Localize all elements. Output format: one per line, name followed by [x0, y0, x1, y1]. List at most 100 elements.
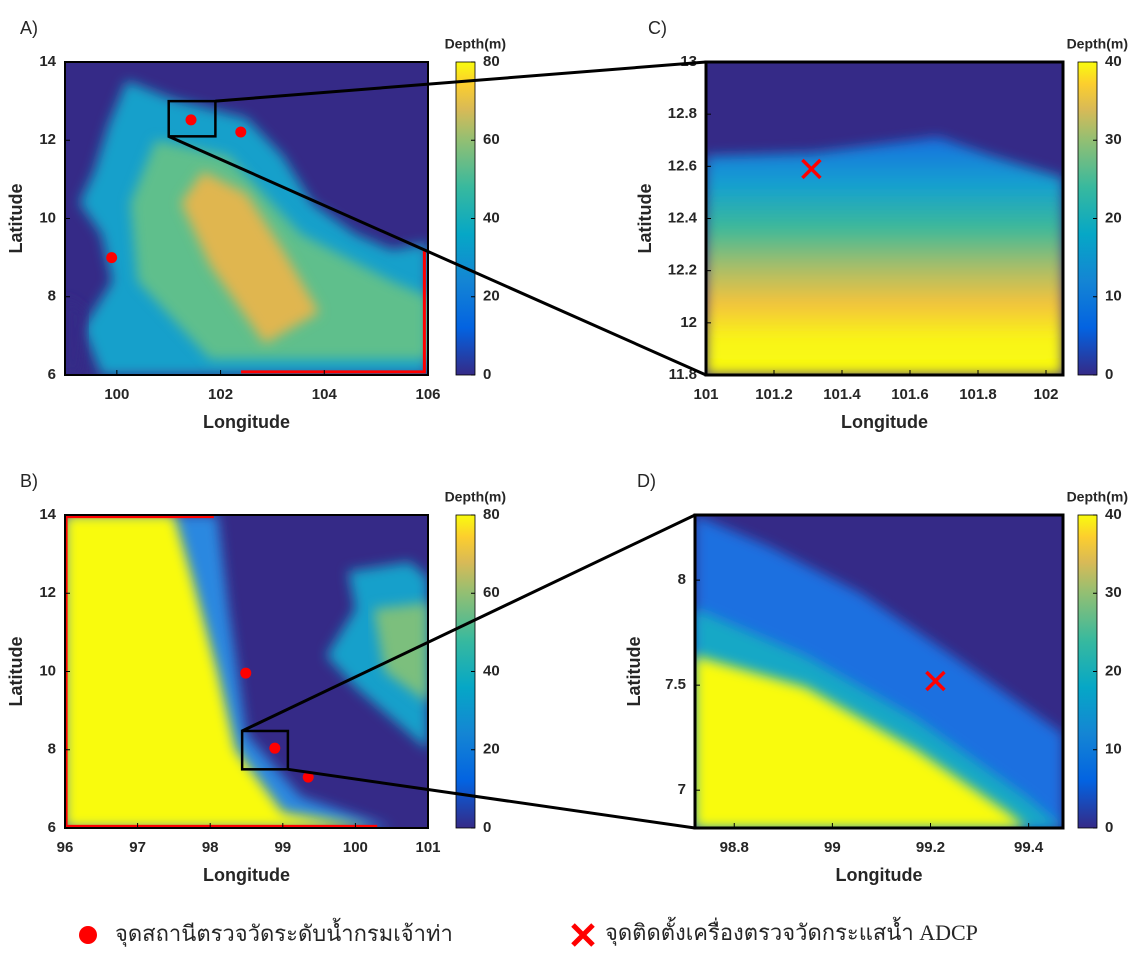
y-axis-label: Latitude — [6, 637, 26, 707]
y-tick-label: 10 — [39, 209, 56, 226]
legend-dot — [79, 926, 97, 944]
y-tick-label: 7.5 — [665, 676, 686, 693]
y-tick-label: 7 — [678, 781, 686, 798]
y-tick-label: 12 — [39, 131, 56, 148]
x-tick-label: 99.2 — [916, 839, 945, 856]
station — [269, 742, 281, 754]
zoom-connector — [241, 513, 696, 733]
x-axis-label: Longitude — [203, 865, 290, 885]
colorbar-tick-label: 10 — [1105, 741, 1122, 758]
x-tick-label: 100 — [343, 839, 368, 856]
x-tick-label: 101 — [415, 839, 440, 856]
x-tick-label: 101.6 — [891, 386, 929, 403]
colorbar-tick-label: 20 — [483, 741, 500, 758]
x-tick-label: 98.8 — [720, 839, 749, 856]
y-tick-label: 8 — [678, 571, 686, 588]
station — [185, 114, 197, 126]
station — [302, 771, 314, 783]
panel-label: C) — [648, 18, 667, 38]
colorbar-tick-label: 40 — [483, 662, 500, 679]
y-tick-label: 14 — [39, 53, 56, 70]
x-tick-label: 104 — [312, 386, 338, 403]
colorbar-tick-label: 0 — [483, 819, 491, 836]
colorbar-title: Depth(m) — [1067, 36, 1128, 52]
x-tick-label: 99.4 — [1014, 839, 1044, 856]
x-tick-label: 99 — [824, 839, 841, 856]
panel-label: B) — [20, 471, 38, 491]
heatmap — [695, 515, 1063, 828]
colorbar-tick-label: 60 — [483, 584, 500, 601]
y-tick-label: 12 — [680, 314, 697, 331]
y-axis-label: Latitude — [6, 184, 26, 254]
x-tick-label: 106 — [415, 386, 440, 403]
y-tick-label: 12.6 — [668, 157, 697, 174]
y-tick-label: 6 — [48, 366, 56, 383]
depth-region — [373, 602, 428, 703]
depth-region — [65, 515, 374, 828]
y-tick-label: 12 — [39, 584, 56, 601]
x-tick-label: 101.2 — [755, 386, 793, 403]
colorbar-tick-label: 20 — [483, 288, 500, 305]
colorbar-tick-label: 0 — [1105, 366, 1113, 383]
y-tick-label: 14 — [39, 506, 56, 523]
panel-label: A) — [20, 18, 38, 38]
legend-label: จุดติดตั้งเครื่องตรวจวัดกระแสน้ำ ADCP — [605, 917, 978, 946]
y-tick-label: 12.4 — [668, 209, 698, 226]
colorbar-tick-label: 40 — [1105, 506, 1122, 523]
x-tick-label: 101 — [693, 386, 718, 403]
station — [240, 667, 252, 679]
y-tick-label: 6 — [48, 819, 56, 836]
colorbar-title: Depth(m) — [1067, 489, 1128, 505]
y-tick-label: 12.8 — [668, 105, 697, 122]
x-tick-label: 96 — [57, 839, 74, 856]
colorbar-tick-label: 20 — [1105, 662, 1122, 679]
x-tick-label: 101.8 — [959, 386, 997, 403]
depth-region — [695, 655, 1027, 828]
colorbar-tick-label: 30 — [1105, 584, 1122, 601]
water — [706, 137, 1063, 375]
x-tick-label: 99 — [274, 839, 291, 856]
colorbar-tick-label: 60 — [483, 131, 500, 148]
zoom-box — [240, 729, 290, 771]
y-tick-label: 12.2 — [668, 262, 697, 279]
colorbar-tick-label: 40 — [1105, 53, 1122, 70]
adcp — [801, 158, 822, 180]
station — [106, 252, 118, 264]
colorbar-tick-label: 30 — [1105, 131, 1122, 148]
zoom-box — [167, 99, 217, 138]
zoom-connector — [168, 134, 707, 377]
depth-region — [181, 171, 320, 344]
colorbar-title: Depth(m) — [445, 489, 506, 505]
zoom-connector — [215, 60, 707, 103]
colorbar-tick-label: 0 — [483, 366, 491, 383]
x-axis-label: Longitude — [841, 412, 928, 432]
y-tick-label: 11.8 — [669, 366, 697, 383]
x-tick-label: 102 — [1033, 386, 1058, 403]
colorbar-tick-label: 40 — [483, 209, 500, 226]
heatmap — [65, 62, 428, 375]
y-tick-label: 10 — [39, 662, 56, 679]
colorbar-tick-label: 10 — [1105, 288, 1122, 305]
colorbar-title: Depth(m) — [445, 36, 506, 52]
x-tick-label: 101.4 — [823, 386, 861, 403]
colorbar-tick-label: 0 — [1105, 819, 1113, 836]
x-tick-label: 100 — [104, 386, 129, 403]
panel-label: D) — [637, 471, 656, 491]
x-axis-label: Longitude — [203, 412, 290, 432]
y-axis-label: Latitude — [624, 637, 644, 707]
zoom-connector — [287, 767, 696, 830]
y-tick-label: 8 — [48, 288, 56, 305]
colorbar-tick-label: 80 — [483, 506, 500, 523]
x-axis-label: Longitude — [836, 865, 923, 885]
x-tick-label: 102 — [208, 386, 233, 403]
heatmap — [706, 62, 1063, 375]
legend-x — [571, 923, 595, 947]
y-axis-label: Latitude — [635, 184, 655, 254]
colorbar-tick-label: 80 — [483, 53, 500, 70]
depth-region — [65, 296, 87, 375]
x-tick-label: 97 — [129, 839, 146, 856]
adcp — [925, 670, 946, 692]
station — [235, 126, 247, 138]
y-tick-label: 8 — [48, 741, 56, 758]
